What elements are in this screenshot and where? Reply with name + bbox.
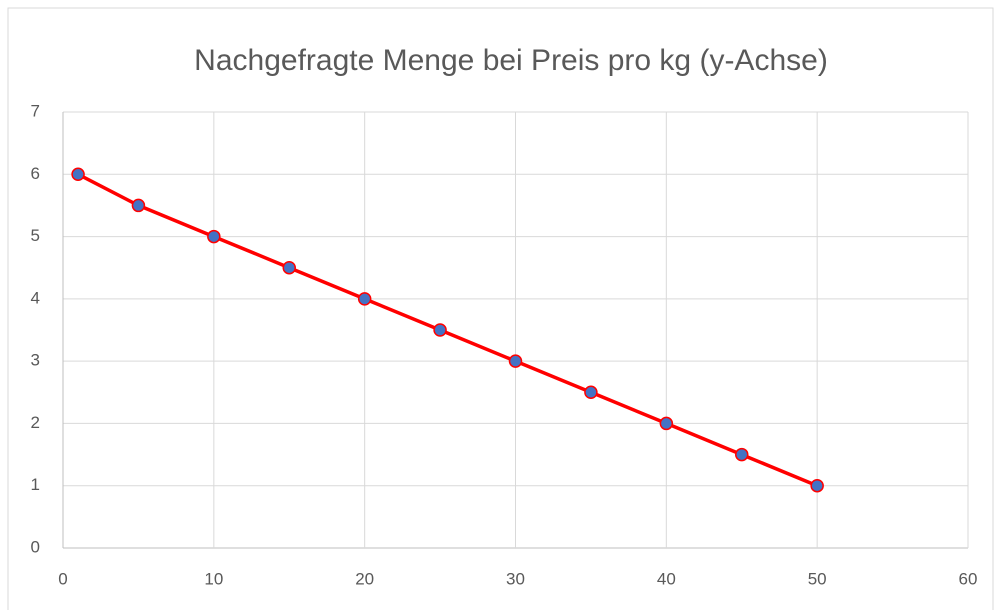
x-tick-label: 30 (506, 569, 525, 588)
x-tick-label: 60 (959, 569, 978, 588)
data-point (584, 385, 598, 400)
y-tick-label: 6 (31, 164, 40, 183)
y-tick-label: 0 (31, 537, 40, 556)
data-point (810, 478, 824, 493)
x-tick-label: 50 (808, 569, 827, 588)
x-tick-label: 40 (657, 569, 676, 588)
data-point (659, 416, 674, 431)
data-point (131, 198, 146, 213)
data-point (735, 447, 749, 462)
chart-title: Nachgefragte Menge bei Preis pro kg (y-A… (194, 44, 828, 77)
y-tick-label: 1 (31, 475, 40, 494)
y-tick-label: 2 (31, 413, 40, 432)
data-point (357, 292, 372, 306)
data-point (508, 354, 523, 368)
x-tick-label: 0 (58, 569, 67, 588)
x-tick-label: 20 (355, 569, 374, 588)
data-point (282, 260, 296, 275)
y-tick-label: 3 (31, 351, 40, 370)
data-point (71, 167, 85, 182)
y-tick-label: 5 (31, 226, 40, 245)
data-point (207, 229, 221, 244)
chart-frame (7, 7, 994, 610)
x-tick-label: 10 (204, 569, 223, 588)
y-tick-label: 4 (31, 288, 40, 307)
y-tick-label: 7 (31, 101, 40, 120)
data-point (433, 323, 447, 337)
